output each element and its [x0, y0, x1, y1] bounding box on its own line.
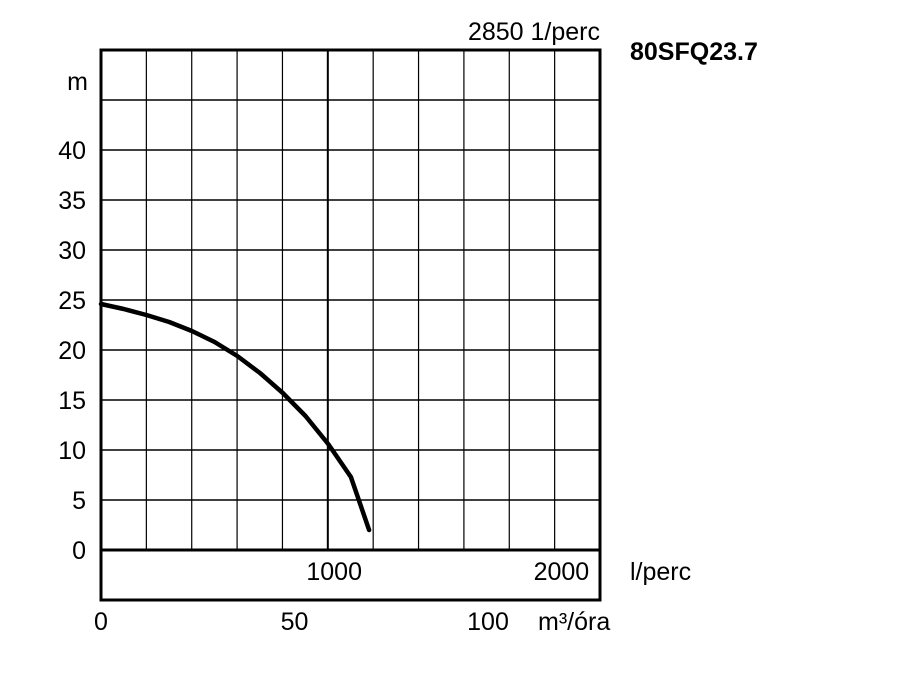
x-axis-label-lpm: l/perc	[630, 558, 691, 586]
y-tick-labels: 0 5 10 15 20 25 30 35 40	[58, 137, 86, 565]
y-tick-label: 10	[58, 437, 86, 465]
y-tick-label: 25	[58, 287, 86, 315]
x-tick-labels-lpm: 1000 2000	[306, 558, 589, 586]
y-tick-label: 35	[58, 187, 86, 215]
y-tick-label: 15	[58, 387, 86, 415]
x-tick-label-lpm: 1000	[306, 558, 362, 586]
x-tick-label-m3h: 0	[94, 608, 108, 636]
x-tick-label-m3h: 100	[467, 608, 509, 636]
y-tick-label: 20	[58, 337, 86, 365]
x-tick-labels-m3h: 0 50 100	[94, 608, 509, 636]
speed-label: 2850 1/perc	[468, 18, 600, 46]
plot-frame	[99, 48, 602, 602]
x-tick-label-m3h: 50	[281, 608, 309, 636]
y-axis-label: m	[67, 68, 88, 96]
y-tick-label: 40	[58, 137, 86, 165]
x-axis-label-m3h: m³/óra	[538, 608, 610, 636]
y-tick-label: 5	[72, 487, 86, 515]
x-tick-label-lpm: 2000	[534, 558, 590, 586]
chart-title: 80SFQ23.7	[630, 38, 758, 66]
y-tick-label: 0	[72, 537, 86, 565]
y-tick-label: 30	[58, 237, 86, 265]
head-curve-series	[98, 301, 372, 533]
